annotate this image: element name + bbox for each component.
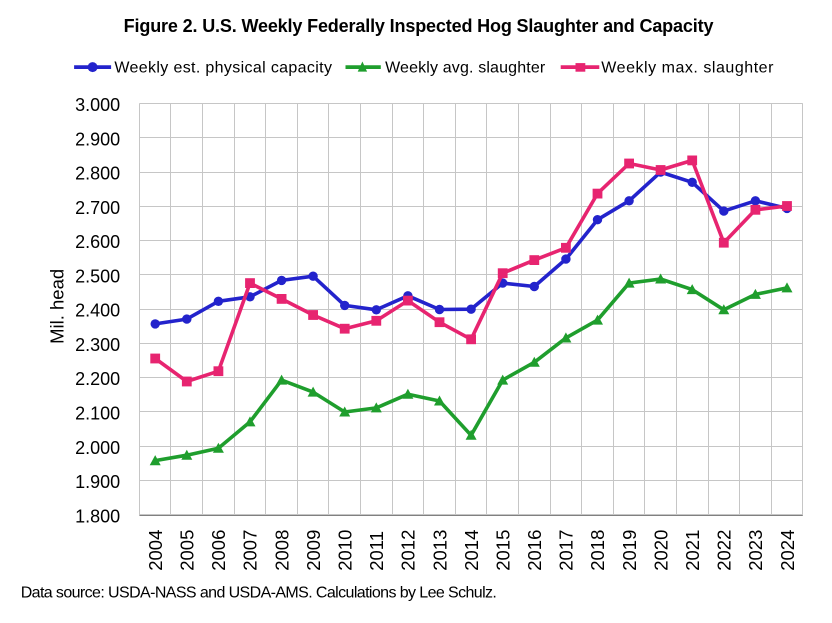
svg-text:2005: 2005 [177, 530, 198, 571]
svg-text:2022: 2022 [714, 530, 735, 571]
svg-text:Weekly est. physical capacity: Weekly est. physical capacity [114, 59, 332, 76]
svg-text:2.500: 2.500 [75, 266, 120, 286]
svg-text:3.000: 3.000 [75, 95, 120, 115]
svg-text:2004: 2004 [145, 530, 166, 571]
svg-text:2.600: 2.600 [75, 232, 120, 252]
svg-text:2.700: 2.700 [75, 198, 120, 218]
svg-text:Weekly max. slaughter: Weekly max. slaughter [601, 59, 774, 76]
svg-text:2006: 2006 [208, 530, 229, 571]
svg-text:Mil. head: Mil. head [47, 269, 68, 344]
svg-text:2016: 2016 [524, 530, 545, 571]
svg-text:2019: 2019 [619, 530, 640, 571]
svg-text:2.100: 2.100 [75, 404, 120, 424]
svg-text:2007: 2007 [240, 530, 261, 571]
svg-text:2023: 2023 [745, 530, 766, 571]
svg-text:2009: 2009 [303, 530, 324, 571]
svg-text:2010: 2010 [335, 530, 356, 571]
svg-text:2.800: 2.800 [75, 164, 120, 184]
svg-text:Figure 2. U.S. Weekly Federall: Figure 2. U.S. Weekly Federally Inspecte… [124, 16, 714, 36]
svg-text:2014: 2014 [461, 530, 482, 571]
svg-text:2.400: 2.400 [75, 301, 120, 321]
svg-text:2.200: 2.200 [75, 369, 120, 389]
svg-text:2013: 2013 [429, 530, 450, 571]
svg-text:2018: 2018 [587, 530, 608, 571]
svg-text:2012: 2012 [398, 530, 419, 571]
svg-text:2020: 2020 [650, 530, 671, 571]
svg-text:2.900: 2.900 [75, 129, 120, 149]
svg-text:1.800: 1.800 [75, 506, 120, 526]
svg-text:2011: 2011 [366, 531, 387, 571]
svg-text:Data source: USDA-NASS and USD: Data source: USDA-NASS and USDA-AMS. Cal… [21, 585, 497, 602]
svg-text:2017: 2017 [556, 530, 577, 571]
svg-text:Weekly avg. slaughter: Weekly avg. slaughter [385, 59, 546, 76]
svg-text:2.300: 2.300 [75, 335, 120, 355]
svg-text:1.900: 1.900 [75, 472, 120, 492]
svg-text:2.000: 2.000 [75, 438, 120, 458]
svg-text:2024: 2024 [777, 530, 798, 571]
svg-text:2015: 2015 [492, 530, 513, 571]
svg-text:2021: 2021 [682, 530, 703, 571]
svg-text:2008: 2008 [271, 530, 292, 571]
